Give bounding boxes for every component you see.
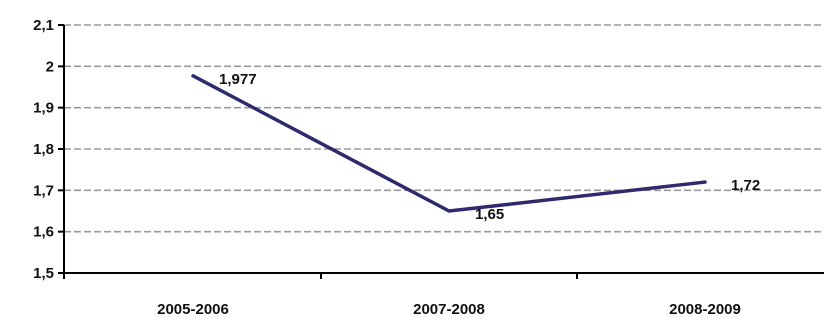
series-layer <box>191 74 707 213</box>
y-tick-label: 1,6 <box>33 224 54 241</box>
y-tick-label: 1,5 <box>33 265 54 282</box>
x-axis-ticks: 2005-2006 2007-2008 2008-2009 <box>157 273 741 318</box>
y-tick-label: 2 <box>46 58 54 75</box>
data-label: 1,977 <box>219 71 257 88</box>
y-tick-label: 1,9 <box>33 100 54 117</box>
axes <box>63 25 824 279</box>
x-tick-label: 2005-2006 <box>157 301 229 318</box>
data-label: 1,72 <box>731 177 760 194</box>
y-tick-label: 1,7 <box>33 182 54 199</box>
data-labels: 1,977 1,65 1,72 <box>219 71 760 223</box>
x-tick-label: 2008-2009 <box>669 301 741 318</box>
y-tick-label: 2,1 <box>33 17 54 34</box>
gridlines <box>64 24 824 233</box>
y-tick-label: 1,8 <box>33 141 54 158</box>
y-axis-ticks: 1,5 1,6 1,7 1,8 1,9 2 2,1 <box>33 17 64 282</box>
data-label: 1,65 <box>475 206 504 223</box>
x-tick-label: 2007-2008 <box>413 301 485 318</box>
